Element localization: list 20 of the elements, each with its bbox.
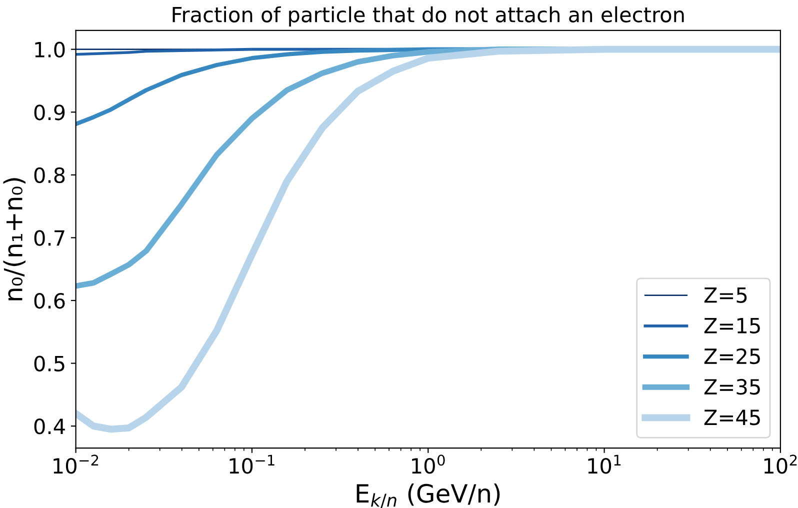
y-tick-label: 0.4 <box>34 418 65 434</box>
legend-label: Z=5 <box>704 287 747 303</box>
x-tick-label: 10$^{2}$ <box>764 454 797 474</box>
x-axis-title: E$_{k/n}$ (GeV/n) <box>356 483 500 508</box>
y-tick-label: 0.8 <box>34 167 65 184</box>
x-tick-label: 10$^{−1}$ <box>230 454 274 474</box>
x-tick-label: 10$^{0}$ <box>412 454 445 474</box>
legend-label: Z=15 <box>704 318 760 334</box>
legend-label: Z=25 <box>704 348 760 364</box>
y-tick-label: 0.7 <box>34 230 64 246</box>
y-tick-label: 0.9 <box>34 104 65 120</box>
y-axis-title: n₀/(n₁+n₀) <box>3 178 26 300</box>
y-tick-label: 0.5 <box>34 356 64 372</box>
legend-label: Z=35 <box>704 378 760 395</box>
x-tick-label: 10$^{1}$ <box>588 454 621 474</box>
legend-label: Z=45 <box>704 410 760 426</box>
y-tick-label: 0.6 <box>34 292 65 309</box>
y-tick-label: 1.0 <box>35 42 65 58</box>
x-tick-label: 10$^{−2}$ <box>54 454 98 474</box>
chart-title: Fraction of particle that do not attach an electron <box>172 6 684 26</box>
